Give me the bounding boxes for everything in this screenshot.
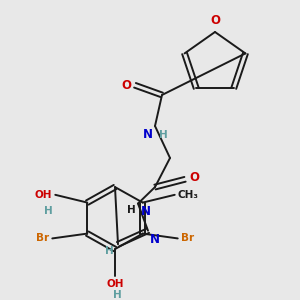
Text: O: O <box>210 14 220 27</box>
Text: CH₃: CH₃ <box>178 190 199 200</box>
Text: H: H <box>159 130 168 140</box>
Text: OH: OH <box>106 279 124 289</box>
Text: H: H <box>105 246 114 256</box>
Text: O: O <box>189 171 199 184</box>
Text: OH: OH <box>35 190 52 200</box>
Text: H: H <box>127 206 136 215</box>
Text: N: N <box>143 128 153 141</box>
Text: Br: Br <box>181 233 194 243</box>
Text: O: O <box>121 79 131 92</box>
Text: N: N <box>141 205 151 218</box>
Text: Br: Br <box>36 233 49 243</box>
Text: N: N <box>150 232 160 246</box>
Text: H: H <box>112 290 122 300</box>
Text: H: H <box>44 206 52 216</box>
